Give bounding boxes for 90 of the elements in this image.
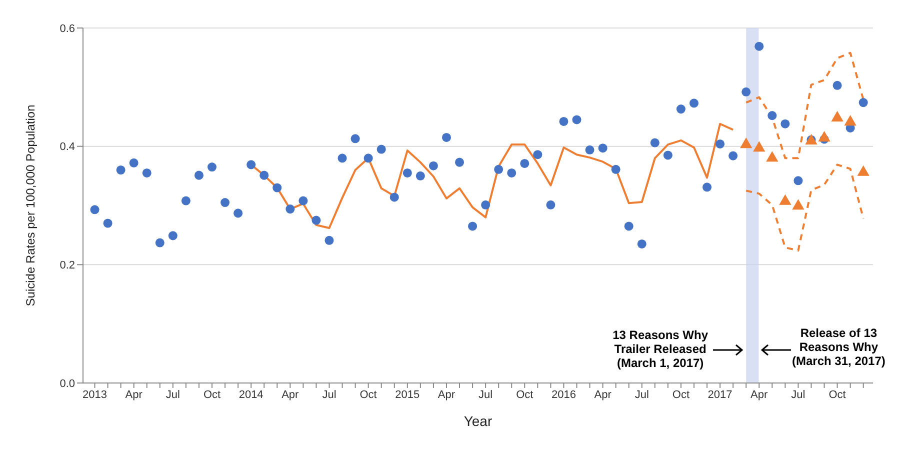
point xyxy=(454,158,464,167)
point xyxy=(780,119,790,128)
x-tick-label: Oct xyxy=(203,388,221,401)
y-tick-label: 0.0 xyxy=(60,378,75,390)
point xyxy=(559,116,568,126)
x-tick-label: Apr xyxy=(594,388,612,401)
x-tick-label: Oct xyxy=(516,388,534,401)
point xyxy=(312,216,321,225)
point xyxy=(676,104,686,114)
annotation: Release of 13 Reasons Why (March 31, 2017) xyxy=(792,326,886,368)
point xyxy=(794,176,803,186)
point xyxy=(416,171,425,180)
x-tick-label: 2014 xyxy=(238,388,264,401)
point xyxy=(494,164,504,174)
annotation: 13 Reasons Why Trailer Released (March 1, 2017) xyxy=(612,328,708,370)
point xyxy=(858,98,868,108)
point xyxy=(468,222,478,231)
point xyxy=(376,144,386,154)
point xyxy=(260,170,269,180)
point xyxy=(116,165,126,175)
point xyxy=(234,208,243,218)
line-series xyxy=(745,164,864,252)
point xyxy=(520,158,530,168)
x-tick-label: Jul xyxy=(791,388,806,401)
point xyxy=(663,150,672,160)
point xyxy=(650,138,660,148)
point xyxy=(624,222,634,231)
point xyxy=(507,168,516,178)
x-tick-label: 2016 xyxy=(551,388,576,401)
x-axis-title: Year xyxy=(464,413,492,429)
point xyxy=(753,141,766,152)
point xyxy=(546,200,556,210)
y-tick-label: 0.2 xyxy=(60,260,75,272)
point xyxy=(742,87,751,96)
point xyxy=(90,205,100,214)
point xyxy=(728,151,738,160)
point xyxy=(181,196,190,206)
point xyxy=(194,170,204,180)
point xyxy=(350,134,360,144)
point xyxy=(129,158,138,168)
point xyxy=(585,145,594,154)
x-tick-label: Apr xyxy=(125,388,143,401)
point xyxy=(298,196,308,206)
point xyxy=(207,162,217,172)
point xyxy=(637,239,646,248)
point xyxy=(768,111,777,120)
x-tick-label: Oct xyxy=(828,388,846,401)
point xyxy=(611,164,620,174)
x-tick-label: Oct xyxy=(672,388,690,401)
x-tick-label: 2015 xyxy=(395,388,420,401)
point xyxy=(533,150,542,160)
point xyxy=(572,115,582,124)
y-tick-label: 0.4 xyxy=(60,141,75,154)
x-tick-label: Jul xyxy=(322,388,336,401)
x-tick-label: Jul xyxy=(634,388,649,401)
point xyxy=(689,98,699,108)
x-tick-label: Jul xyxy=(166,388,180,401)
point xyxy=(442,132,451,142)
point xyxy=(740,138,752,148)
point xyxy=(272,183,282,192)
point xyxy=(155,238,164,248)
point xyxy=(832,80,842,90)
point xyxy=(168,231,178,240)
point xyxy=(702,182,712,192)
point xyxy=(754,42,764,51)
point xyxy=(818,131,830,142)
x-tick-label: 2017 xyxy=(708,388,732,401)
point xyxy=(142,168,152,178)
y-tick-label: 0.6 xyxy=(60,22,75,35)
point xyxy=(103,218,112,228)
point xyxy=(246,160,256,170)
y-axis-title: Suicide Rates per 100,000 Population xyxy=(23,104,38,306)
point xyxy=(598,144,608,153)
point xyxy=(844,115,856,126)
x-tick-label: Apr xyxy=(750,388,768,401)
point xyxy=(364,154,373,163)
point xyxy=(481,200,490,210)
x-tick-label: 2013 xyxy=(82,388,108,401)
point xyxy=(428,161,438,170)
x-tick-label: Oct xyxy=(360,388,377,401)
x-tick-label: Apr xyxy=(438,388,456,401)
point xyxy=(286,204,295,214)
point xyxy=(324,236,334,245)
point xyxy=(390,192,399,202)
x-tick-label: Apr xyxy=(282,388,300,401)
x-tick-label: Jul xyxy=(478,388,493,401)
point xyxy=(220,198,230,208)
point xyxy=(716,139,725,148)
point xyxy=(338,154,347,163)
point xyxy=(402,168,412,178)
